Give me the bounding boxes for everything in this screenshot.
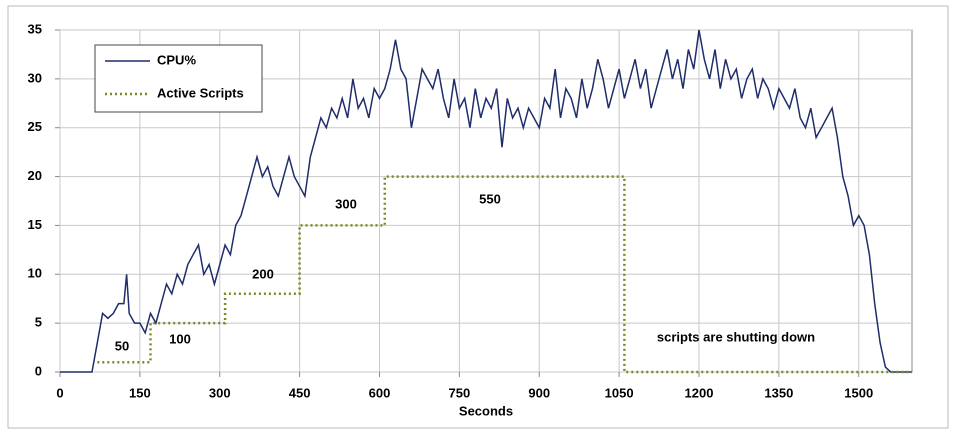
legend-label: CPU% bbox=[157, 52, 196, 67]
x-tick-label: 300 bbox=[209, 385, 231, 400]
y-tick-label: 15 bbox=[28, 217, 42, 232]
legend-box bbox=[94, 44, 263, 113]
x-axis-label: Seconds bbox=[459, 403, 513, 418]
x-tick-label: 0 bbox=[56, 385, 63, 400]
x-tick-label: 750 bbox=[449, 385, 471, 400]
annotation: 300 bbox=[335, 196, 357, 211]
y-tick-label: 0 bbox=[35, 363, 42, 378]
series-line bbox=[60, 29, 912, 373]
y-tick-label: 30 bbox=[28, 70, 42, 85]
legend-label: Active Scripts bbox=[157, 85, 244, 100]
y-tick-label: 25 bbox=[28, 119, 42, 134]
x-tick-label: 600 bbox=[369, 385, 391, 400]
y-tick-label: 20 bbox=[28, 168, 42, 183]
x-tick-label: 1350 bbox=[764, 385, 793, 400]
x-tick-label: 1200 bbox=[685, 385, 714, 400]
x-tick-label: 900 bbox=[528, 385, 550, 400]
y-tick-label: 35 bbox=[28, 21, 42, 36]
x-tick-label: 450 bbox=[289, 385, 311, 400]
y-tick-label: 5 bbox=[35, 315, 42, 330]
annotation: 100 bbox=[169, 331, 191, 346]
x-tick-label: 1050 bbox=[605, 385, 634, 400]
annotation: 550 bbox=[479, 191, 501, 206]
y-tick-label: 10 bbox=[28, 266, 42, 281]
x-tick-label: 150 bbox=[129, 385, 151, 400]
x-tick-label: 1500 bbox=[844, 385, 873, 400]
series-line bbox=[97, 175, 912, 374]
annotation: 200 bbox=[252, 266, 274, 281]
annotation: scripts are shutting down bbox=[657, 329, 815, 344]
annotation: 50 bbox=[115, 338, 129, 353]
